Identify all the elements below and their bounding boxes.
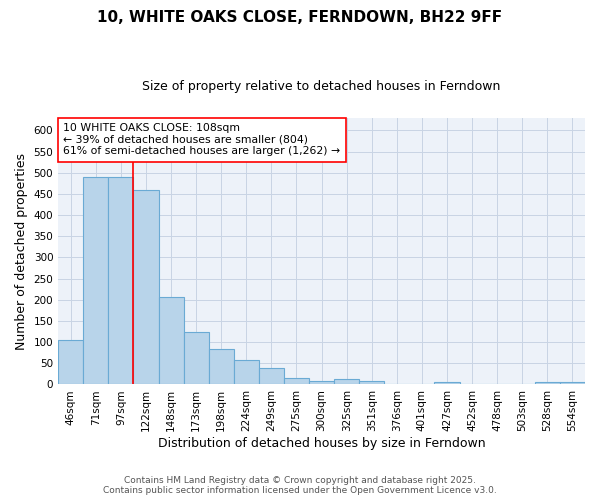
Bar — [284, 378, 309, 384]
Bar — [359, 380, 385, 384]
Text: 10 WHITE OAKS CLOSE: 108sqm
← 39% of detached houses are smaller (804)
61% of se: 10 WHITE OAKS CLOSE: 108sqm ← 39% of det… — [64, 123, 341, 156]
Bar — [158, 297, 184, 384]
Title: Size of property relative to detached houses in Ferndown: Size of property relative to detached ho… — [142, 80, 501, 93]
Bar — [259, 368, 284, 384]
Bar — [234, 360, 259, 384]
Y-axis label: Number of detached properties: Number of detached properties — [15, 152, 28, 350]
X-axis label: Distribution of detached houses by size in Ferndown: Distribution of detached houses by size … — [158, 437, 485, 450]
Bar — [184, 332, 209, 384]
Bar — [109, 177, 133, 384]
Text: Contains HM Land Registry data © Crown copyright and database right 2025.
Contai: Contains HM Land Registry data © Crown c… — [103, 476, 497, 495]
Bar — [58, 340, 83, 384]
Bar — [309, 380, 334, 384]
Bar — [133, 190, 158, 384]
Bar — [83, 177, 109, 384]
Bar — [535, 382, 560, 384]
Text: 10, WHITE OAKS CLOSE, FERNDOWN, BH22 9FF: 10, WHITE OAKS CLOSE, FERNDOWN, BH22 9FF — [97, 10, 503, 25]
Bar — [560, 382, 585, 384]
Bar — [209, 349, 234, 384]
Bar — [434, 382, 460, 384]
Bar — [334, 380, 359, 384]
